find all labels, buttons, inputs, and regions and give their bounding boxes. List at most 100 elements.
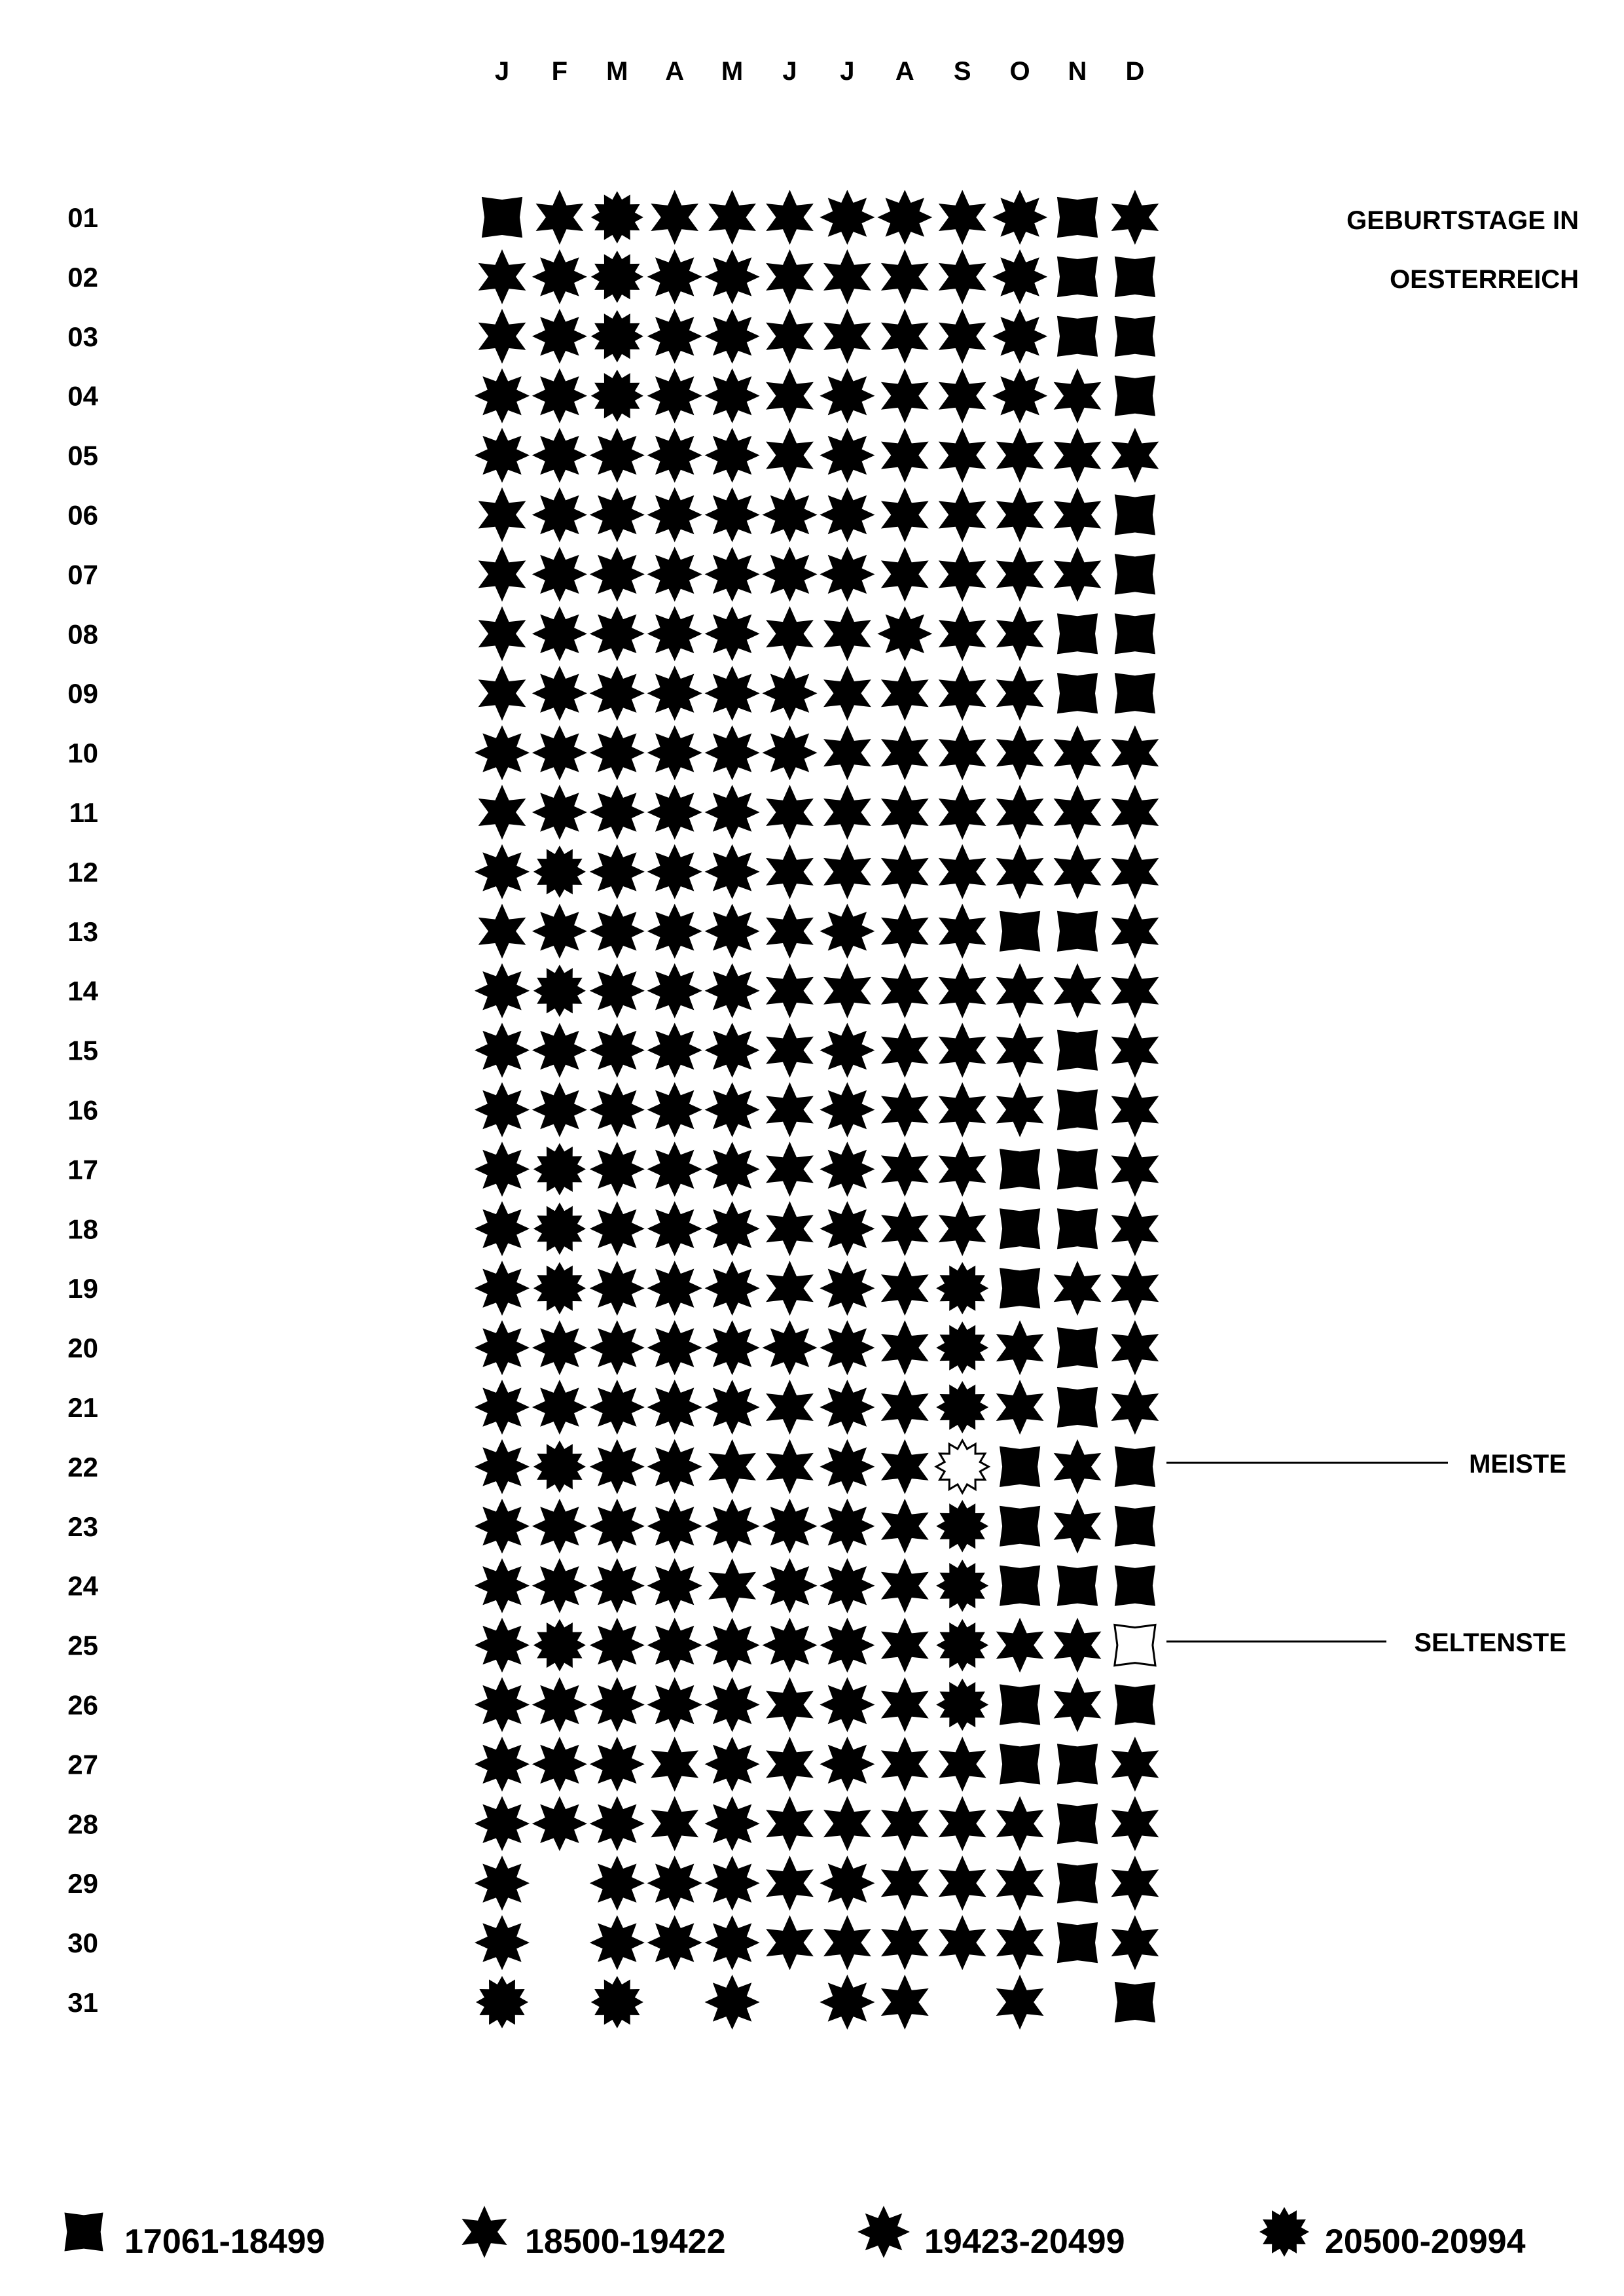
day-label: 03 — [67, 321, 98, 352]
legend-star-8-icon — [857, 2206, 910, 2258]
star-cell — [938, 1141, 986, 1197]
star-cell — [880, 785, 929, 840]
star-cell — [820, 1022, 875, 1078]
star-cell — [762, 725, 818, 781]
legend-label: 17061-18499 — [124, 2223, 325, 2261]
star-cell — [1056, 673, 1098, 714]
star-cell — [766, 1380, 814, 1435]
star-cell — [1114, 1446, 1156, 1488]
star-cell — [766, 606, 814, 662]
star-cell — [938, 249, 986, 304]
star-cell — [936, 1321, 989, 1374]
star-cell — [880, 1915, 929, 1971]
star-cell — [475, 1558, 530, 1613]
star-cell — [999, 1149, 1041, 1190]
star-cell — [766, 1856, 814, 1911]
title-line-2: OESTERREICH — [1390, 265, 1579, 294]
star-cell — [999, 910, 1041, 952]
star-cell — [704, 606, 760, 662]
star-cell — [647, 368, 702, 423]
star-cell — [823, 666, 871, 721]
star-cell — [938, 606, 986, 662]
star-cell — [880, 666, 929, 721]
star-cell — [999, 1446, 1041, 1488]
star-cell — [532, 487, 587, 543]
star-cell — [532, 725, 587, 781]
legend-label: 20500-20994 — [1325, 2223, 1526, 2261]
star-cell — [532, 1677, 587, 1732]
star-cell — [766, 1201, 814, 1257]
star-cell — [647, 606, 702, 662]
star-cell — [1111, 1082, 1159, 1138]
star-cell — [535, 190, 584, 245]
star-cell — [647, 1141, 702, 1197]
day-label: 05 — [67, 440, 98, 471]
star-cell — [589, 606, 645, 662]
star-cell — [708, 1558, 756, 1613]
star-cell — [647, 427, 702, 483]
star-cell — [589, 1439, 645, 1494]
day-label: 21 — [67, 1392, 98, 1423]
star-cell — [647, 1380, 702, 1435]
star-cell — [762, 1617, 818, 1673]
star-cell — [820, 1082, 875, 1138]
star-cell — [478, 666, 526, 721]
star-cell — [1056, 1089, 1098, 1130]
legend-star-6-icon — [461, 2206, 507, 2258]
star-cell — [938, 785, 986, 840]
month-label: J — [840, 57, 854, 86]
month-label: J — [495, 57, 509, 86]
star-cell — [704, 725, 760, 781]
star-cell — [880, 1498, 929, 1554]
star-cell — [938, 725, 986, 781]
star-cell — [478, 547, 526, 602]
star-cell — [938, 427, 986, 483]
star-cell — [589, 1856, 645, 1911]
star-cell — [532, 666, 587, 721]
star-cell — [1114, 494, 1156, 535]
star-cell — [938, 547, 986, 602]
star-cell — [475, 1617, 530, 1673]
star-cell — [1053, 427, 1102, 483]
star-cell — [1111, 1856, 1159, 1911]
star-cell — [762, 666, 818, 721]
star-cell — [647, 1261, 702, 1316]
star-cell — [590, 310, 643, 363]
star-cell — [880, 844, 929, 899]
star-cell — [475, 725, 530, 781]
star-cell — [996, 547, 1044, 602]
star-cell — [880, 1677, 929, 1732]
star-cell — [532, 1022, 587, 1078]
star-cell — [589, 1141, 645, 1197]
star-cell — [647, 1498, 702, 1554]
star-cell — [647, 903, 702, 959]
star-cell — [1111, 427, 1159, 483]
star-cell — [999, 1268, 1041, 1309]
star-cell — [996, 1082, 1044, 1138]
star-cell — [996, 1380, 1044, 1435]
star-cell — [880, 1261, 929, 1316]
star-cell — [647, 1617, 702, 1673]
star-cell — [1114, 375, 1156, 416]
star-cell — [475, 1736, 530, 1792]
star-cell — [478, 903, 526, 959]
star-cell — [651, 1796, 699, 1852]
star-cell — [766, 427, 814, 483]
legend-label: 18500-19422 — [525, 2223, 726, 2261]
star-cell — [1053, 368, 1102, 423]
star-cell — [766, 963, 814, 1018]
star-cell — [820, 1677, 875, 1732]
star-cell — [996, 963, 1044, 1018]
star-cell — [1056, 1922, 1098, 1964]
star-cell — [766, 308, 814, 364]
star-cell — [766, 1141, 814, 1197]
star-cell — [1111, 903, 1159, 959]
star-cell — [533, 845, 586, 898]
star-cell — [880, 903, 929, 959]
star-cell — [704, 666, 760, 721]
star-cell — [766, 1677, 814, 1732]
star-cell — [880, 1617, 929, 1673]
star-cell — [704, 1320, 760, 1376]
star-cell — [647, 308, 702, 364]
